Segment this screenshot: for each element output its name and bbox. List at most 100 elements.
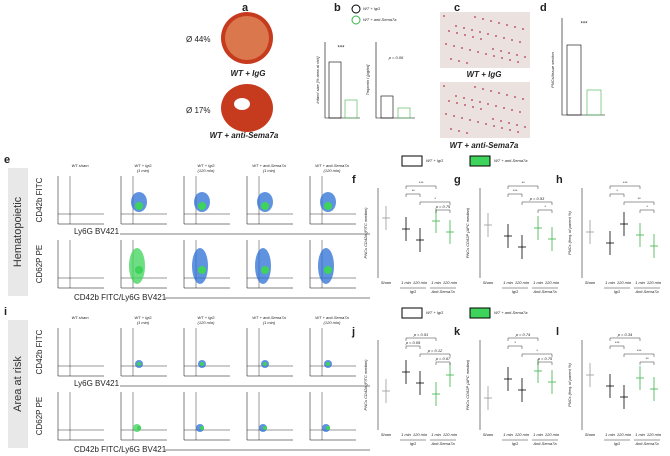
micrograph	[440, 82, 530, 138]
y-axis-label: PNCs/tissue section	[550, 51, 555, 88]
panel-letter: b	[334, 2, 341, 14]
sig-bracket	[405, 337, 437, 341]
panel-letter: j	[351, 326, 355, 338]
flow-population-core	[326, 426, 330, 430]
flow-axis	[246, 392, 293, 441]
heart-lumen	[234, 98, 250, 110]
stain-dot	[501, 57, 503, 59]
flow-population-core	[135, 266, 143, 274]
x-tick-label: 120 min	[545, 432, 560, 437]
stain-dot	[450, 58, 452, 60]
sig-bracket	[405, 193, 421, 197]
percent-label: Ø 17%	[186, 106, 210, 115]
significance: p = 0.75	[537, 356, 553, 361]
stain-dot	[480, 108, 482, 110]
legend-swatch	[469, 307, 491, 319]
stain-dot	[455, 25, 457, 27]
flow-population-core	[198, 266, 206, 274]
flow-axis	[57, 328, 104, 377]
stain-dot	[495, 105, 497, 107]
stain-dot	[492, 118, 494, 120]
significance: *	[434, 196, 436, 201]
stain-dot	[448, 30, 450, 32]
x-tick-label: 1 min	[431, 432, 442, 437]
x-tick-label: 120 min	[515, 280, 530, 285]
stain-dot	[479, 101, 481, 103]
sig-bracket	[521, 201, 553, 205]
stain-dot	[469, 119, 471, 121]
legend-swatch	[401, 155, 423, 167]
sig-bracket	[507, 193, 523, 197]
stain-dot	[501, 127, 503, 129]
bar	[397, 107, 411, 119]
flow-population-core	[326, 362, 330, 366]
bar	[328, 61, 342, 119]
sig-bracket	[405, 185, 437, 189]
group-label: IgG	[512, 289, 518, 294]
significance: ***	[637, 348, 642, 353]
column-time: (1 min)	[263, 168, 276, 173]
sig-bracket	[609, 345, 625, 349]
flow-x-label: CD42b FITC/Ly6G BV421	[74, 293, 167, 302]
flow-population-core	[137, 426, 141, 430]
stain-dot	[450, 128, 452, 130]
column-time: (120 min)	[324, 320, 342, 325]
legend-label: WT + anti-Sema7a	[363, 17, 397, 22]
sig-bracket	[435, 361, 451, 365]
column-time: (120 min)	[198, 320, 216, 325]
stain-dot	[522, 98, 524, 100]
row-band	[8, 320, 28, 448]
flow-x-label: CD42b FITC/Ly6G BV421	[74, 445, 167, 454]
flow-population	[255, 248, 271, 284]
column-header: WT + IgG	[134, 315, 151, 320]
panel-letter: c	[454, 2, 460, 14]
axis	[561, 18, 605, 116]
stain-dot	[503, 37, 505, 39]
stain-dot	[469, 49, 471, 51]
group-label: IgG	[410, 289, 416, 294]
sig-bracket	[537, 361, 553, 365]
stain-dot	[443, 85, 445, 87]
stain-dot	[445, 43, 447, 45]
column-header: WT sham	[71, 315, 89, 320]
significance: p = 0.67	[435, 356, 451, 361]
stain-dot	[458, 60, 460, 62]
stain-dot	[463, 27, 465, 29]
significance: ***	[419, 180, 424, 185]
y-axis-label: Troponin I [pg/ml]	[365, 64, 370, 96]
flow-axis	[120, 392, 167, 441]
flow-population-core	[263, 362, 267, 366]
stain-dot	[487, 103, 489, 105]
significance: p = 0.34	[617, 332, 633, 337]
column-header: WT + IgG	[197, 163, 214, 168]
x-tick-label: 120 min	[617, 432, 632, 437]
stain-dot	[492, 48, 494, 50]
stain-dot	[524, 56, 526, 58]
x-tick-label: 1 min	[605, 280, 616, 285]
sig-bracket	[639, 209, 655, 213]
x-tick-label: 1 min	[605, 432, 616, 437]
bar	[380, 95, 394, 119]
x-tick-label: Sham	[381, 432, 392, 437]
significance: *	[536, 348, 538, 353]
flow-population-core	[324, 202, 332, 210]
flow-population-core	[200, 426, 204, 430]
stain-dot	[448, 100, 450, 102]
sig-bracket	[507, 185, 539, 189]
sig-bracket	[609, 185, 641, 189]
column-header: WT + anti-Sema7a	[315, 315, 349, 320]
sig-bracket	[419, 353, 451, 357]
stain-dot	[463, 97, 465, 99]
flow-axis	[120, 176, 167, 225]
flow-x-label: Ly6G BV421	[74, 379, 120, 388]
legend-label: WT + IgG	[426, 310, 443, 315]
flow-axis	[57, 176, 104, 225]
x-tick-label: 120 min	[413, 432, 428, 437]
flow-x-label: Ly6G BV421	[74, 227, 120, 236]
flow-axis	[309, 176, 356, 225]
flow-axis	[57, 240, 104, 289]
stain-dot	[517, 131, 519, 133]
stain-dot	[474, 16, 476, 18]
x-tick-label: Sham	[483, 432, 494, 437]
flow-population	[318, 248, 334, 284]
